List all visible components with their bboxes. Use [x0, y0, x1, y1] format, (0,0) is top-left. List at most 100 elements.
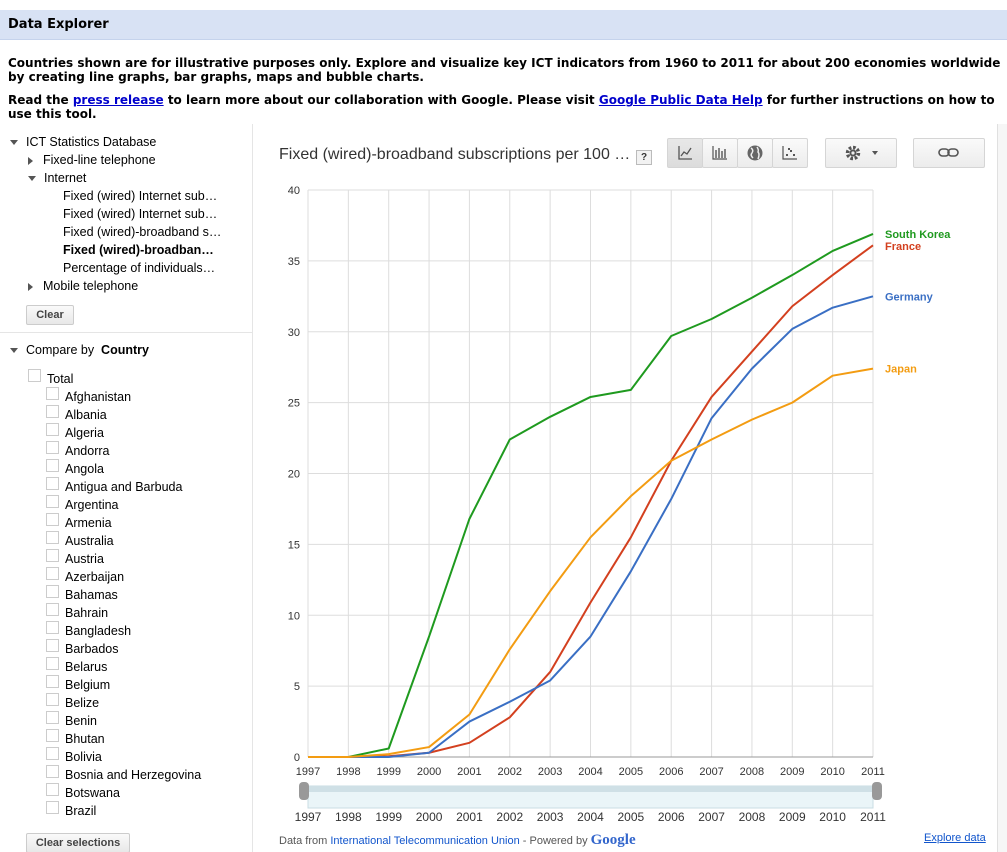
country-checkbox-row[interactable]: Belize	[46, 693, 99, 712]
checkbox[interactable]	[46, 513, 59, 527]
help-icon[interactable]: ?	[636, 150, 652, 165]
page-scrollbar[interactable]	[997, 124, 1007, 852]
series-label: Germany	[885, 291, 934, 303]
clear-selections-button[interactable]: Clear selections	[26, 833, 130, 852]
timeline-handle-right	[872, 782, 882, 800]
tree-item-label: Fixed-line telephone	[43, 153, 156, 167]
country-checkbox-row[interactable]: Botswana	[46, 783, 120, 802]
tree-leaf-internet-2[interactable]: Fixed (wired) Internet sub…	[63, 207, 218, 221]
tree-item-internet[interactable]: Internet	[28, 169, 86, 187]
country-checkbox-row[interactable]: Bahamas	[46, 585, 118, 604]
country-checkbox-row[interactable]: Azerbaijan	[46, 567, 124, 586]
checkbox[interactable]	[46, 531, 59, 545]
intro-text: Countries shown are for illustrative pur…	[8, 56, 1003, 130]
series-label: Japan	[885, 364, 917, 376]
checkbox[interactable]	[46, 657, 59, 671]
country-label: Belarus	[65, 660, 108, 674]
country-list[interactable]: Total Afghanistan Albania Algeria Andorra An…	[0, 368, 252, 820]
tree-item-fixed-line[interactable]: Fixed-line telephone	[28, 151, 156, 169]
checkbox[interactable]	[46, 387, 59, 401]
timeline-label: 1997	[295, 810, 322, 824]
tree-leaf-selected-indicator[interactable]: Fixed (wired)-broadban…	[63, 243, 214, 257]
country-checkbox-row[interactable]: Afghanistan	[46, 387, 131, 406]
country-checkbox-row[interactable]: Bahrain	[46, 603, 108, 622]
checkbox[interactable]	[46, 603, 59, 617]
explore-data-link[interactable]: Explore data	[924, 832, 986, 844]
checkbox[interactable]	[46, 711, 59, 725]
country-checkbox-row[interactable]: Argentina	[46, 495, 119, 514]
checkbox[interactable]	[46, 747, 59, 761]
checkbox[interactable]	[46, 459, 59, 473]
tree-root[interactable]: ICT Statistics Database	[10, 133, 156, 151]
x-tick-label: 2008	[740, 766, 764, 778]
y-tick-label: 20	[288, 469, 300, 481]
country-checkbox-row[interactable]: Barbados	[46, 639, 119, 658]
checkbox[interactable]	[46, 801, 59, 815]
checkbox[interactable]	[46, 621, 59, 635]
checkbox[interactable]	[28, 369, 41, 383]
series-line	[308, 367, 874, 758]
country-label: Antigua and Barbuda	[65, 480, 183, 494]
link-button[interactable]	[913, 138, 985, 168]
clear-button[interactable]: Clear	[26, 305, 74, 325]
checkbox[interactable]	[46, 477, 59, 491]
country-checkbox-row[interactable]: Albania	[46, 405, 107, 424]
tree-leaf-percentage-individuals[interactable]: Percentage of individuals…	[63, 261, 216, 275]
y-tick-label: 30	[288, 327, 300, 339]
press-release-link[interactable]: press release	[72, 93, 164, 107]
checkbox[interactable]	[46, 693, 59, 707]
checkbox[interactable]	[46, 783, 59, 797]
checkbox[interactable]	[46, 639, 59, 653]
country-checkbox-total[interactable]: Total	[28, 369, 73, 388]
checkbox[interactable]	[46, 405, 59, 419]
google-logo: Google	[590, 832, 636, 848]
checkbox[interactable]	[46, 729, 59, 743]
collapsed-icon	[28, 156, 33, 165]
country-label: Andorra	[65, 444, 110, 458]
x-tick-label: 2004	[578, 766, 602, 778]
country-checkbox-row[interactable]: Austria	[46, 549, 104, 568]
country-checkbox-row[interactable]: Antigua and Barbuda	[46, 477, 183, 496]
country-checkbox-row[interactable]: Armenia	[46, 513, 112, 532]
checkbox[interactable]	[46, 675, 59, 689]
help-link[interactable]: Google Public Data Help	[598, 93, 763, 107]
country-checkbox-row[interactable]: Algeria	[46, 423, 104, 442]
bubble-chart-icon	[782, 146, 797, 160]
country-checkbox-row[interactable]: Brazil	[46, 801, 97, 820]
tree-leaf-broadband-subs[interactable]: Fixed (wired)-broadband s…	[63, 225, 222, 239]
map-button[interactable]	[737, 138, 773, 168]
checkbox[interactable]	[46, 423, 59, 437]
country-checkbox-row[interactable]: Angola	[46, 459, 104, 478]
checkbox[interactable]	[46, 567, 59, 581]
intro-text-part: for further instructions on how to use t…	[8, 93, 995, 121]
checkbox[interactable]	[46, 585, 59, 599]
country-checkbox-row[interactable]: Bhutan	[46, 729, 105, 748]
tree-leaf-internet-1[interactable]: Fixed (wired) Internet sub…	[63, 189, 218, 203]
timeline-label: 2005	[618, 810, 645, 824]
country-checkbox-row[interactable]: Belarus	[46, 657, 108, 676]
country-label: Brazil	[65, 804, 97, 818]
x-tick-label: 1997	[296, 766, 320, 778]
settings-button[interactable]	[825, 138, 897, 168]
checkbox[interactable]	[46, 441, 59, 455]
checkbox[interactable]	[46, 549, 59, 563]
checkbox[interactable]	[46, 765, 59, 779]
country-label: Belgium	[65, 678, 111, 692]
country-checkbox-row[interactable]: Bangladesh	[46, 621, 131, 640]
country-checkbox-row[interactable]: Belgium	[46, 675, 111, 694]
compare-by-selector[interactable]: Compare by Country	[10, 341, 149, 359]
country-checkbox-row[interactable]: Andorra	[46, 441, 110, 460]
country-checkbox-row[interactable]: Benin	[46, 711, 97, 730]
globe-icon	[747, 145, 763, 161]
checkbox[interactable]	[46, 495, 59, 509]
bar-chart-button[interactable]	[702, 138, 738, 168]
expanded-icon	[28, 176, 36, 182]
line-chart-button[interactable]	[667, 138, 703, 168]
country-checkbox-row[interactable]: Bolivia	[46, 747, 102, 766]
country-checkbox-row[interactable]: Bosnia and Herzegovina	[46, 765, 201, 784]
bubble-chart-button[interactable]	[772, 138, 808, 168]
tree-item-mobile[interactable]: Mobile telephone	[28, 277, 138, 295]
country-checkbox-row[interactable]: Australia	[46, 531, 114, 550]
source-link[interactable]: International Telecommunication Union	[330, 835, 520, 847]
timeline-label: 2008	[739, 810, 766, 824]
